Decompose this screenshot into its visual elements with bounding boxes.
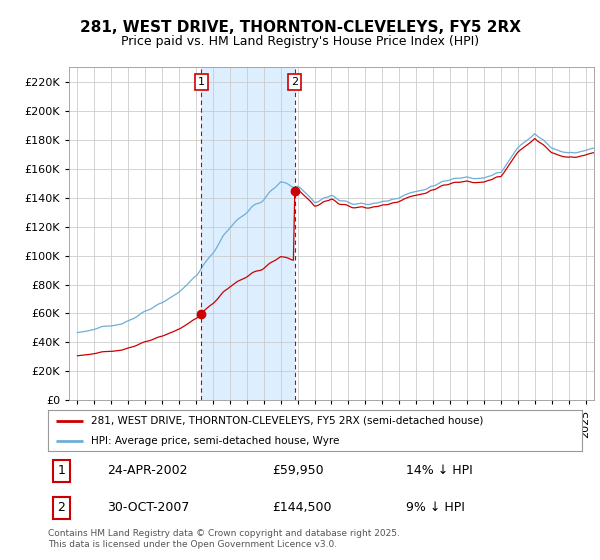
Text: 1: 1 xyxy=(58,464,65,478)
Text: Price paid vs. HM Land Registry's House Price Index (HPI): Price paid vs. HM Land Registry's House … xyxy=(121,35,479,48)
Text: 9% ↓ HPI: 9% ↓ HPI xyxy=(406,501,464,515)
Text: 24-APR-2002: 24-APR-2002 xyxy=(107,464,187,478)
Text: 14% ↓ HPI: 14% ↓ HPI xyxy=(406,464,473,478)
Text: 281, WEST DRIVE, THORNTON-CLEVELEYS, FY5 2RX (semi-detached house): 281, WEST DRIVE, THORNTON-CLEVELEYS, FY5… xyxy=(91,416,483,426)
Text: Contains HM Land Registry data © Crown copyright and database right 2025.
This d: Contains HM Land Registry data © Crown c… xyxy=(48,529,400,549)
Bar xyxy=(201,67,295,400)
Text: 281, WEST DRIVE, THORNTON-CLEVELEYS, FY5 2RX: 281, WEST DRIVE, THORNTON-CLEVELEYS, FY5… xyxy=(79,20,521,35)
Text: 30-OCT-2007: 30-OCT-2007 xyxy=(107,501,189,515)
Text: £59,950: £59,950 xyxy=(272,464,324,478)
Text: 1: 1 xyxy=(198,77,205,87)
Text: 2: 2 xyxy=(58,501,65,515)
Text: 2: 2 xyxy=(291,77,298,87)
Text: HPI: Average price, semi-detached house, Wyre: HPI: Average price, semi-detached house,… xyxy=(91,436,339,446)
Text: £144,500: £144,500 xyxy=(272,501,332,515)
